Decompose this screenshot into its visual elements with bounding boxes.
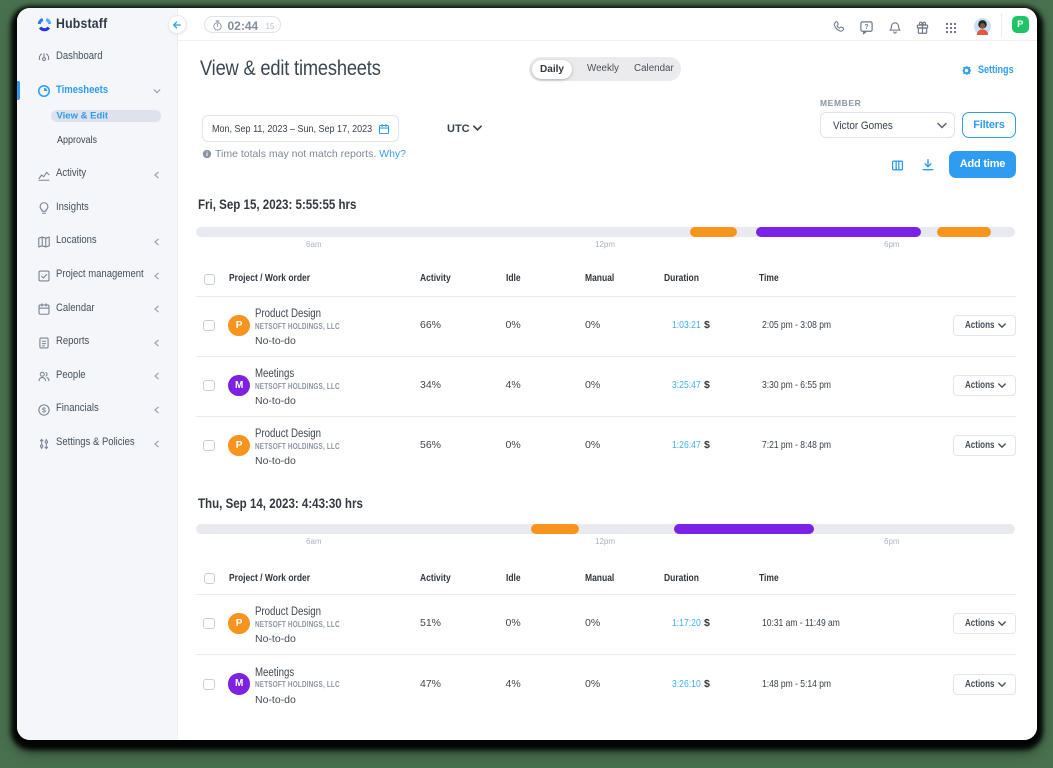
- svg-text:$: $: [42, 407, 46, 414]
- svg-text:?: ?: [864, 24, 868, 31]
